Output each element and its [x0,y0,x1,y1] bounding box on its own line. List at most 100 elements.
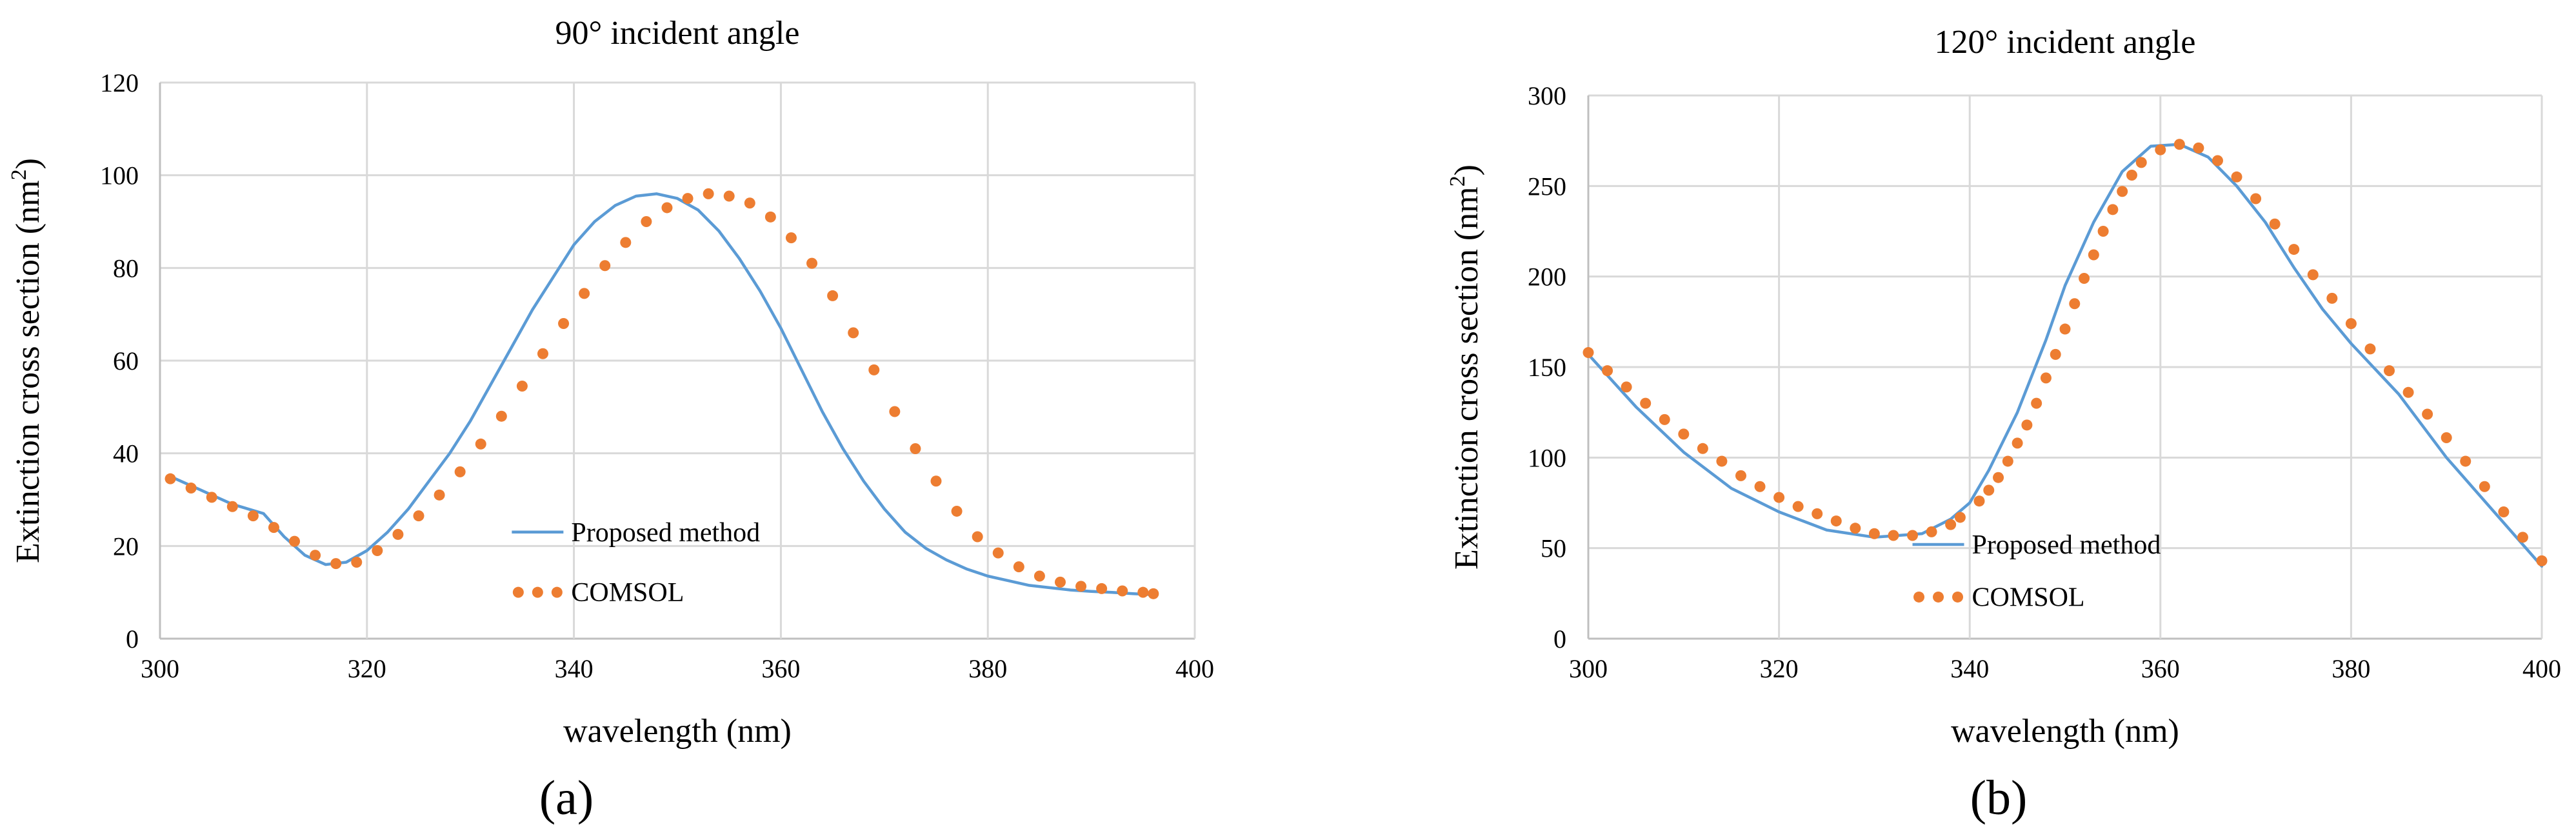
x-tick-label: 360 [2141,654,2180,683]
comsol-data-point [682,193,694,205]
legend-dot-swatch [1933,591,1944,603]
y-tick-label: 120 [100,68,139,97]
comsol-data-point [2155,144,2166,155]
comsol-data-point [2031,397,2042,409]
legend-label-comsol: COMSOL [571,578,684,608]
comsol-data-point [2040,372,2052,384]
comsol-data-point [2097,226,2109,237]
y-tick-label: 40 [113,439,139,468]
x-tick-label: 320 [1760,654,1799,683]
series-line-proposed-method [168,192,1155,597]
comsol-data-point [226,501,238,512]
panel-label: (b) [1970,771,2028,825]
y-axis-title: Extinction cross section (nm2) [7,158,46,563]
comsol-data-point [1792,501,1804,512]
y-axis-title-close: ) [10,158,46,169]
comsol-data-point [2364,343,2376,355]
comsol-data-point [454,466,466,477]
comsol-data-point [1697,443,1708,454]
comsol-data-point [1137,586,1149,598]
comsol-data-point [620,237,632,248]
comsol-data-point [2460,455,2471,467]
panel-label: (a) [539,771,594,825]
y-tick-label: 100 [1528,443,1566,472]
comsol-data-point [1830,515,1842,527]
comsol-data-point [268,522,279,534]
x-tick-label: 340 [1950,654,1989,683]
comsol-data-point [2173,139,2185,150]
comsol-data-point [2422,408,2433,420]
comsol-data-point [330,558,342,570]
x-tick-label: 320 [348,654,386,683]
comsol-data-point [1888,530,1899,541]
comsol-data-point [247,510,259,522]
comsol-data-point [2117,186,2128,197]
comsol-data-point [1621,381,1632,393]
comsol-data-point [1013,561,1024,573]
legend-dot-swatch [1952,591,1964,603]
comsol-data-point [910,443,921,454]
y-axis-title-superscript: 2 [7,169,31,180]
y-tick-label: 100 [100,161,139,190]
comsol-data-point [2250,193,2262,205]
comsol-data-point [930,475,942,487]
comsol-data-point [2536,555,2548,566]
y-tick-label: 0 [1553,624,1566,653]
comsol-data-point [372,545,383,557]
comsol-data-point [2441,432,2452,443]
chart-title: 90° incident angle [555,15,800,52]
comsol-data-point [2402,386,2414,398]
comsol-data-point [495,410,507,422]
comsol-data-point [1033,570,1045,582]
y-axis-title: Extinction cross section (nm2) [1446,165,1485,570]
comsol-data-point [868,364,880,375]
y-axis-title-main: Extinction cross section (nm [1448,186,1485,570]
comsol-data-point [310,550,321,561]
comsol-data-point [475,438,486,450]
comsol-data-point [2212,155,2223,166]
comsol-data-point [413,510,424,522]
comsol-data-point [537,348,548,359]
x-tick-label: 400 [2522,654,2561,683]
comsol-data-point [785,232,797,244]
comsol-data-point [951,505,963,517]
legend-dot-swatch [512,586,524,598]
chart-panel-b: 0 50 100 150 200 250 300 300 320 340 360 380 400 120°… [1446,24,2561,825]
legend-dot-swatch [1913,591,1925,603]
x-axis-title: wavelength (nm) [563,713,792,750]
comsol-data-point [351,556,363,568]
comsol-data-point [2107,204,2119,215]
comsol-data-point [661,202,673,214]
comsol-data-point [185,483,197,494]
x-tick-label: 380 [968,654,1007,683]
comsol-data-point [2079,272,2090,284]
comsol-data-point [2326,292,2338,304]
comsol-data-point [1954,512,1966,523]
comsol-data-point [1812,508,1823,519]
comsol-data-point [2135,157,2147,168]
y-tick-label: 300 [1528,81,1566,110]
x-tick-label: 300 [141,654,179,683]
y-tick-label: 200 [1528,263,1566,292]
comsol-data-point [744,197,755,209]
comsol-data-point [703,188,714,199]
comsol-data-point [2384,365,2395,377]
comsol-data-point [2069,298,2081,310]
comsol-data-point [1868,528,1880,539]
comsol-data-point [641,216,652,227]
x-tick-label: 400 [1175,654,1214,683]
comsol-data-point [2231,171,2242,183]
comsol-data-point [206,492,217,503]
comsol-data-point [2498,506,2510,518]
comsol-data-point [1716,455,1728,467]
comsol-data-point [1678,428,1690,440]
comsol-data-point [2345,318,2357,330]
comsol-data-point [2050,348,2061,360]
series-line-proposed-method [1586,143,2544,568]
comsol-data-point [848,327,859,339]
comsol-data-point [889,406,901,417]
legend-label-proposed: Proposed method [1972,530,2161,560]
x-tick-label: 300 [1569,654,1608,683]
x-tick-label: 340 [555,654,594,683]
